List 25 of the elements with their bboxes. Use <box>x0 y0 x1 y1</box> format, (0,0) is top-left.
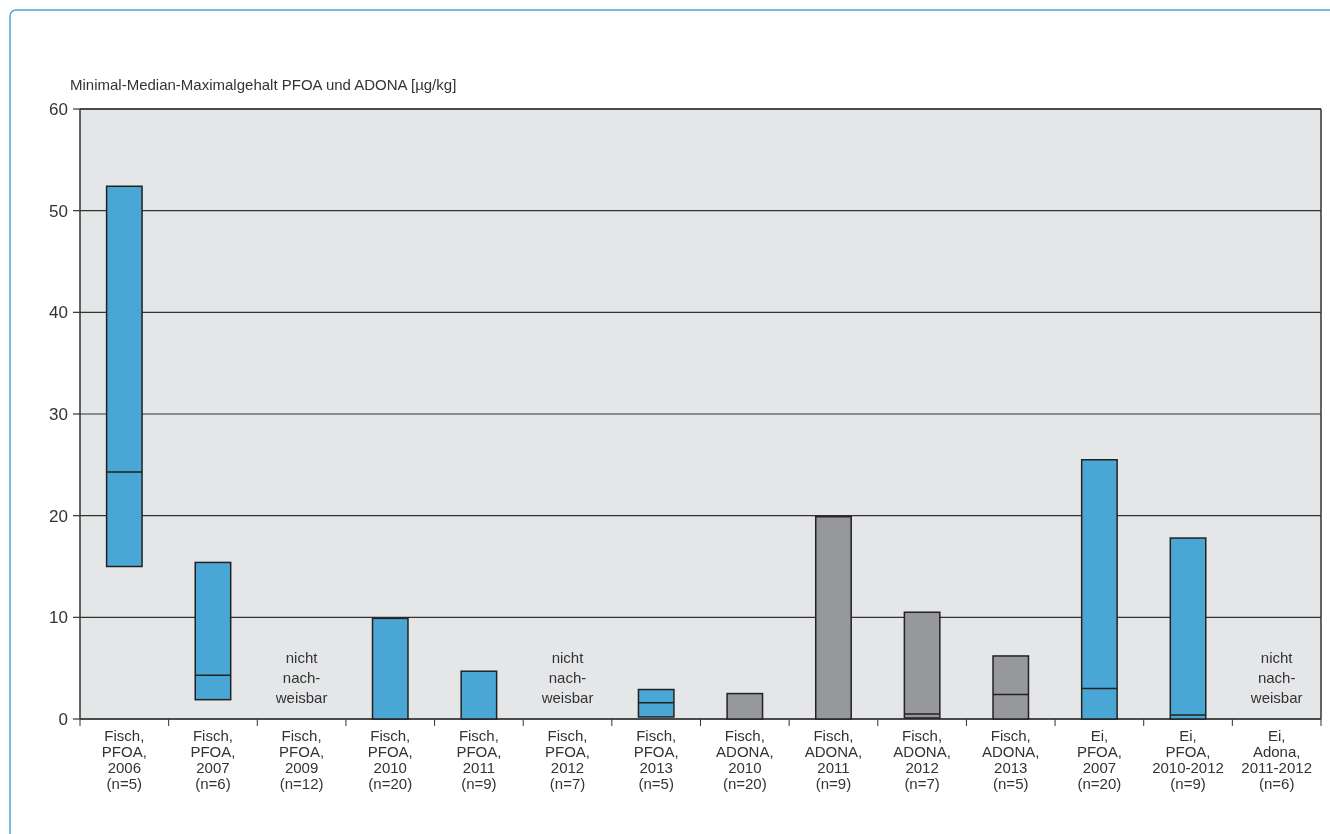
y-tick-label: 50 <box>49 201 68 221</box>
x-tick-label: Ei, PFOA, 2010-2012 (n=9) <box>1152 727 1224 792</box>
y-tick-label: 40 <box>49 303 68 323</box>
annotation: nicht nach- weisbar <box>540 649 594 706</box>
x-tick-label: Ei, PFOA, 2007 (n=20) <box>1076 727 1122 792</box>
annotation: nicht nach- weisbar <box>1249 649 1303 706</box>
x-tick-label: Ei, Adona, 2011-2012 (n=6) <box>1241 727 1312 792</box>
y-tick-label: 60 <box>49 99 68 119</box>
y-tick-label: 0 <box>58 709 68 729</box>
x-tick-label: Fisch, PFOA, 2007 (n=6) <box>190 727 236 792</box>
annotation: nicht nach- weisbar <box>274 649 328 706</box>
x-tick-label: Fisch, PFOA, 2011 (n=9) <box>456 727 502 792</box>
x-tick-label: Fisch, PFOA, 2013 (n=5) <box>633 727 679 792</box>
x-tick-label: Fisch, ADONA, 2012 (n=7) <box>893 727 951 792</box>
x-tick-label: Fisch, ADONA, 2011 (n=9) <box>804 727 863 792</box>
x-tick-label: Fisch, PFOA, 2012 (n=7) <box>545 727 591 792</box>
y-tick-label: 30 <box>49 404 68 424</box>
x-tick-label: Fisch, ADONA, 2013 (n=5) <box>981 727 1040 792</box>
x-tick-label: Fisch, PFOA, 2010 (n=20) <box>367 727 413 792</box>
y-tick-label: 20 <box>49 506 68 526</box>
x-tick-label: Fisch, PFOA, 2009 (n=12) <box>279 727 325 792</box>
y-tick-label: 10 <box>49 608 68 628</box>
y-axis-title: Minimal-Median-Maximalgehalt PFOA und ADONA [µg/kg] <box>70 76 457 93</box>
x-tick-label: Fisch, ADONA, 2010 (n=20) <box>716 727 774 792</box>
x-tick-label: Fisch, PFOA, 2006 (n=5) <box>101 727 147 792</box>
